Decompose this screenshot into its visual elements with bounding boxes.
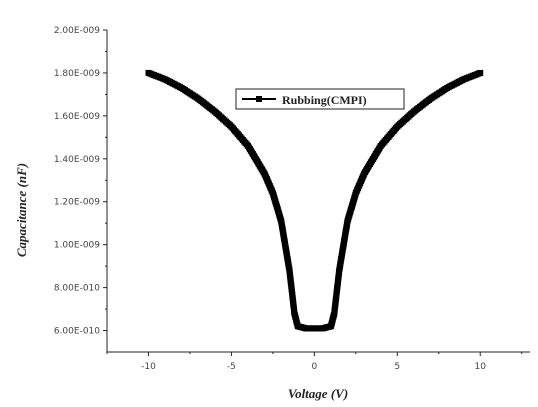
legend-label: Rubbing(CMPI) bbox=[282, 93, 367, 107]
x-tick-label: 5 bbox=[394, 362, 400, 372]
plot-axes bbox=[106, 30, 530, 353]
legend-box bbox=[235, 88, 405, 110]
y-axis-title: Capacitance (nF) bbox=[14, 163, 29, 257]
legend: Rubbing(CMPI) bbox=[235, 88, 405, 110]
x-tick-label: 10 bbox=[475, 362, 487, 372]
x-axis-title: Voltage (V) bbox=[288, 386, 348, 401]
y-tick-label: 1.20E-009 bbox=[54, 198, 100, 208]
y-tick-label: 2.00E-009 bbox=[54, 26, 100, 36]
legend-marker-sample bbox=[256, 96, 262, 102]
series-line bbox=[147, 71, 481, 330]
y-tick-label: 1.40E-009 bbox=[54, 155, 100, 165]
y-tick-label: 1.00E-009 bbox=[54, 241, 100, 251]
x-tick-label: -10 bbox=[141, 362, 156, 372]
data-point-marker bbox=[477, 69, 484, 76]
data-series bbox=[145, 69, 484, 332]
y-tick-label: 1.60E-009 bbox=[54, 112, 100, 122]
y-tick-label: 1.80E-009 bbox=[54, 69, 100, 79]
axis-ticks: 6.00E-010 8.00E-010 1.00E-009 1.20E-009 1.40… bbox=[54, 26, 523, 372]
x-tick-label: -5 bbox=[227, 362, 236, 372]
x-tick-label: 0 bbox=[311, 362, 317, 372]
y-tick-label: 8.00E-010 bbox=[54, 284, 100, 294]
y-tick-label: 6.00E-010 bbox=[54, 327, 100, 337]
